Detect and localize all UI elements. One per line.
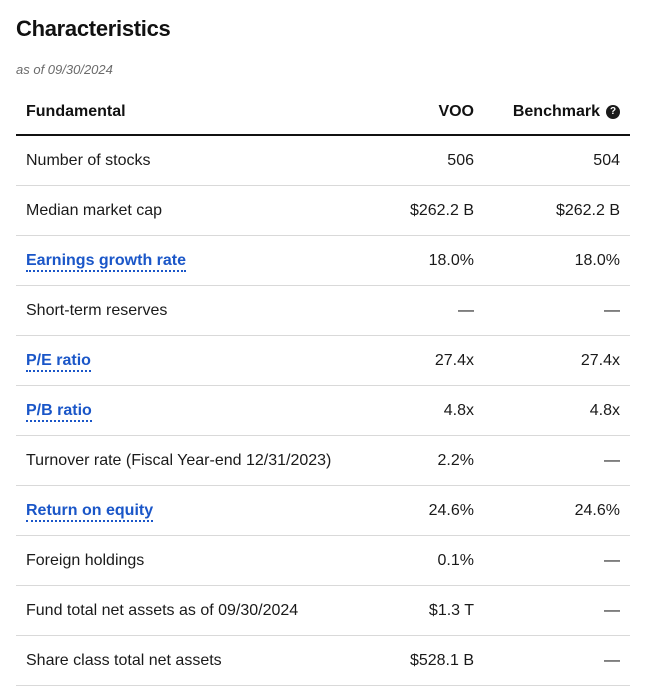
row-label: Fund total net assets as of 09/30/2024: [26, 601, 299, 619]
row-label-cell: Turnover rate (Fiscal Year-end 12/31/202…: [16, 452, 374, 470]
row-label: Short-term reserves: [26, 301, 168, 319]
benchmark-value: —: [604, 601, 620, 619]
page-title: Characteristics: [16, 16, 171, 41]
benchmark-value: 24.6%: [574, 501, 620, 519]
header-fundamental: Fundamental: [26, 103, 126, 120]
table-row: Short-term reserves — —: [16, 286, 630, 336]
table-body: Number of stocks 506 504 Median market cap $…: [16, 136, 630, 686]
benchmark-value: 27.4x: [580, 351, 620, 369]
row-label-cell: Number of stocks: [16, 152, 374, 170]
voo-value: —: [458, 301, 474, 319]
voo-value: 24.6%: [428, 501, 474, 519]
header-benchmark: Benchmark ?: [474, 103, 630, 121]
benchmark-value: 504: [593, 151, 620, 169]
benchmark-value: 18.0%: [574, 251, 620, 269]
row-label-cell: Median market cap: [16, 202, 374, 220]
row-label: Share class total net assets: [26, 651, 222, 669]
benchmark-value: —: [604, 301, 620, 319]
table-row: Turnover rate (Fiscal Year-end 12/31/202…: [16, 436, 630, 486]
definition-link[interactable]: Earnings growth rate: [26, 251, 187, 272]
row-label-cell: P/E ratio: [16, 351, 374, 372]
header-benchmark-label: Benchmark: [512, 103, 600, 120]
row-label-cell: Short-term reserves: [16, 302, 374, 320]
benchmark-value: —: [604, 451, 620, 469]
definition-link[interactable]: Return on equity: [26, 501, 154, 522]
voo-value: 27.4x: [434, 351, 474, 369]
row-label-cell: P/B ratio: [16, 401, 374, 422]
row-label: Foreign holdings: [26, 551, 145, 569]
table-row: Number of stocks 506 504: [16, 136, 630, 186]
voo-value: 4.8x: [443, 401, 474, 419]
table-row: P/E ratio 27.4x 27.4x: [16, 336, 630, 386]
benchmark-value: —: [604, 551, 620, 569]
definition-link[interactable]: P/E ratio: [26, 351, 91, 372]
as-of-date: as of 09/30/2024: [16, 62, 113, 77]
header-voo: VOO: [438, 103, 474, 120]
benchmark-value: 4.8x: [589, 401, 620, 419]
table-row: P/B ratio 4.8x 4.8x: [16, 386, 630, 436]
voo-value: $262.2 B: [409, 201, 474, 219]
voo-value: 506: [447, 151, 474, 169]
definition-link[interactable]: P/B ratio: [26, 401, 92, 422]
table-row: Share class total net assets $528.1 B —: [16, 636, 630, 686]
voo-value: $528.1 B: [409, 651, 474, 669]
characteristics-table: Fundamental VOO Benchmark ? Number of st…: [16, 90, 630, 686]
row-label: Number of stocks: [26, 151, 151, 169]
table-row: Fund total net assets as of 09/30/2024 $1…: [16, 586, 630, 636]
row-label-cell: Earnings growth rate: [16, 251, 374, 272]
voo-value: 0.1%: [437, 551, 474, 569]
table-row: Median market cap $262.2 B $262.2 B: [16, 186, 630, 236]
question-circle-icon[interactable]: ?: [606, 105, 620, 119]
row-label-cell: Return on equity: [16, 501, 374, 522]
benchmark-value: $262.2 B: [555, 201, 620, 219]
table-row: Earnings growth rate 18.0% 18.0%: [16, 236, 630, 286]
row-label-cell: Fund total net assets as of 09/30/2024: [16, 602, 374, 620]
row-label-cell: Share class total net assets: [16, 652, 374, 670]
voo-value: 2.2%: [437, 451, 474, 469]
table-row: Return on equity 24.6% 24.6%: [16, 486, 630, 536]
row-label: Turnover rate (Fiscal Year-end 12/31/202…: [26, 451, 332, 469]
row-label: Median market cap: [26, 201, 163, 219]
benchmark-value: —: [604, 651, 620, 669]
table-header: Fundamental VOO Benchmark ?: [16, 90, 630, 136]
table-row: Foreign holdings 0.1% —: [16, 536, 630, 586]
voo-value: 18.0%: [428, 251, 474, 269]
row-label-cell: Foreign holdings: [16, 552, 374, 570]
voo-value: $1.3 T: [428, 601, 474, 619]
